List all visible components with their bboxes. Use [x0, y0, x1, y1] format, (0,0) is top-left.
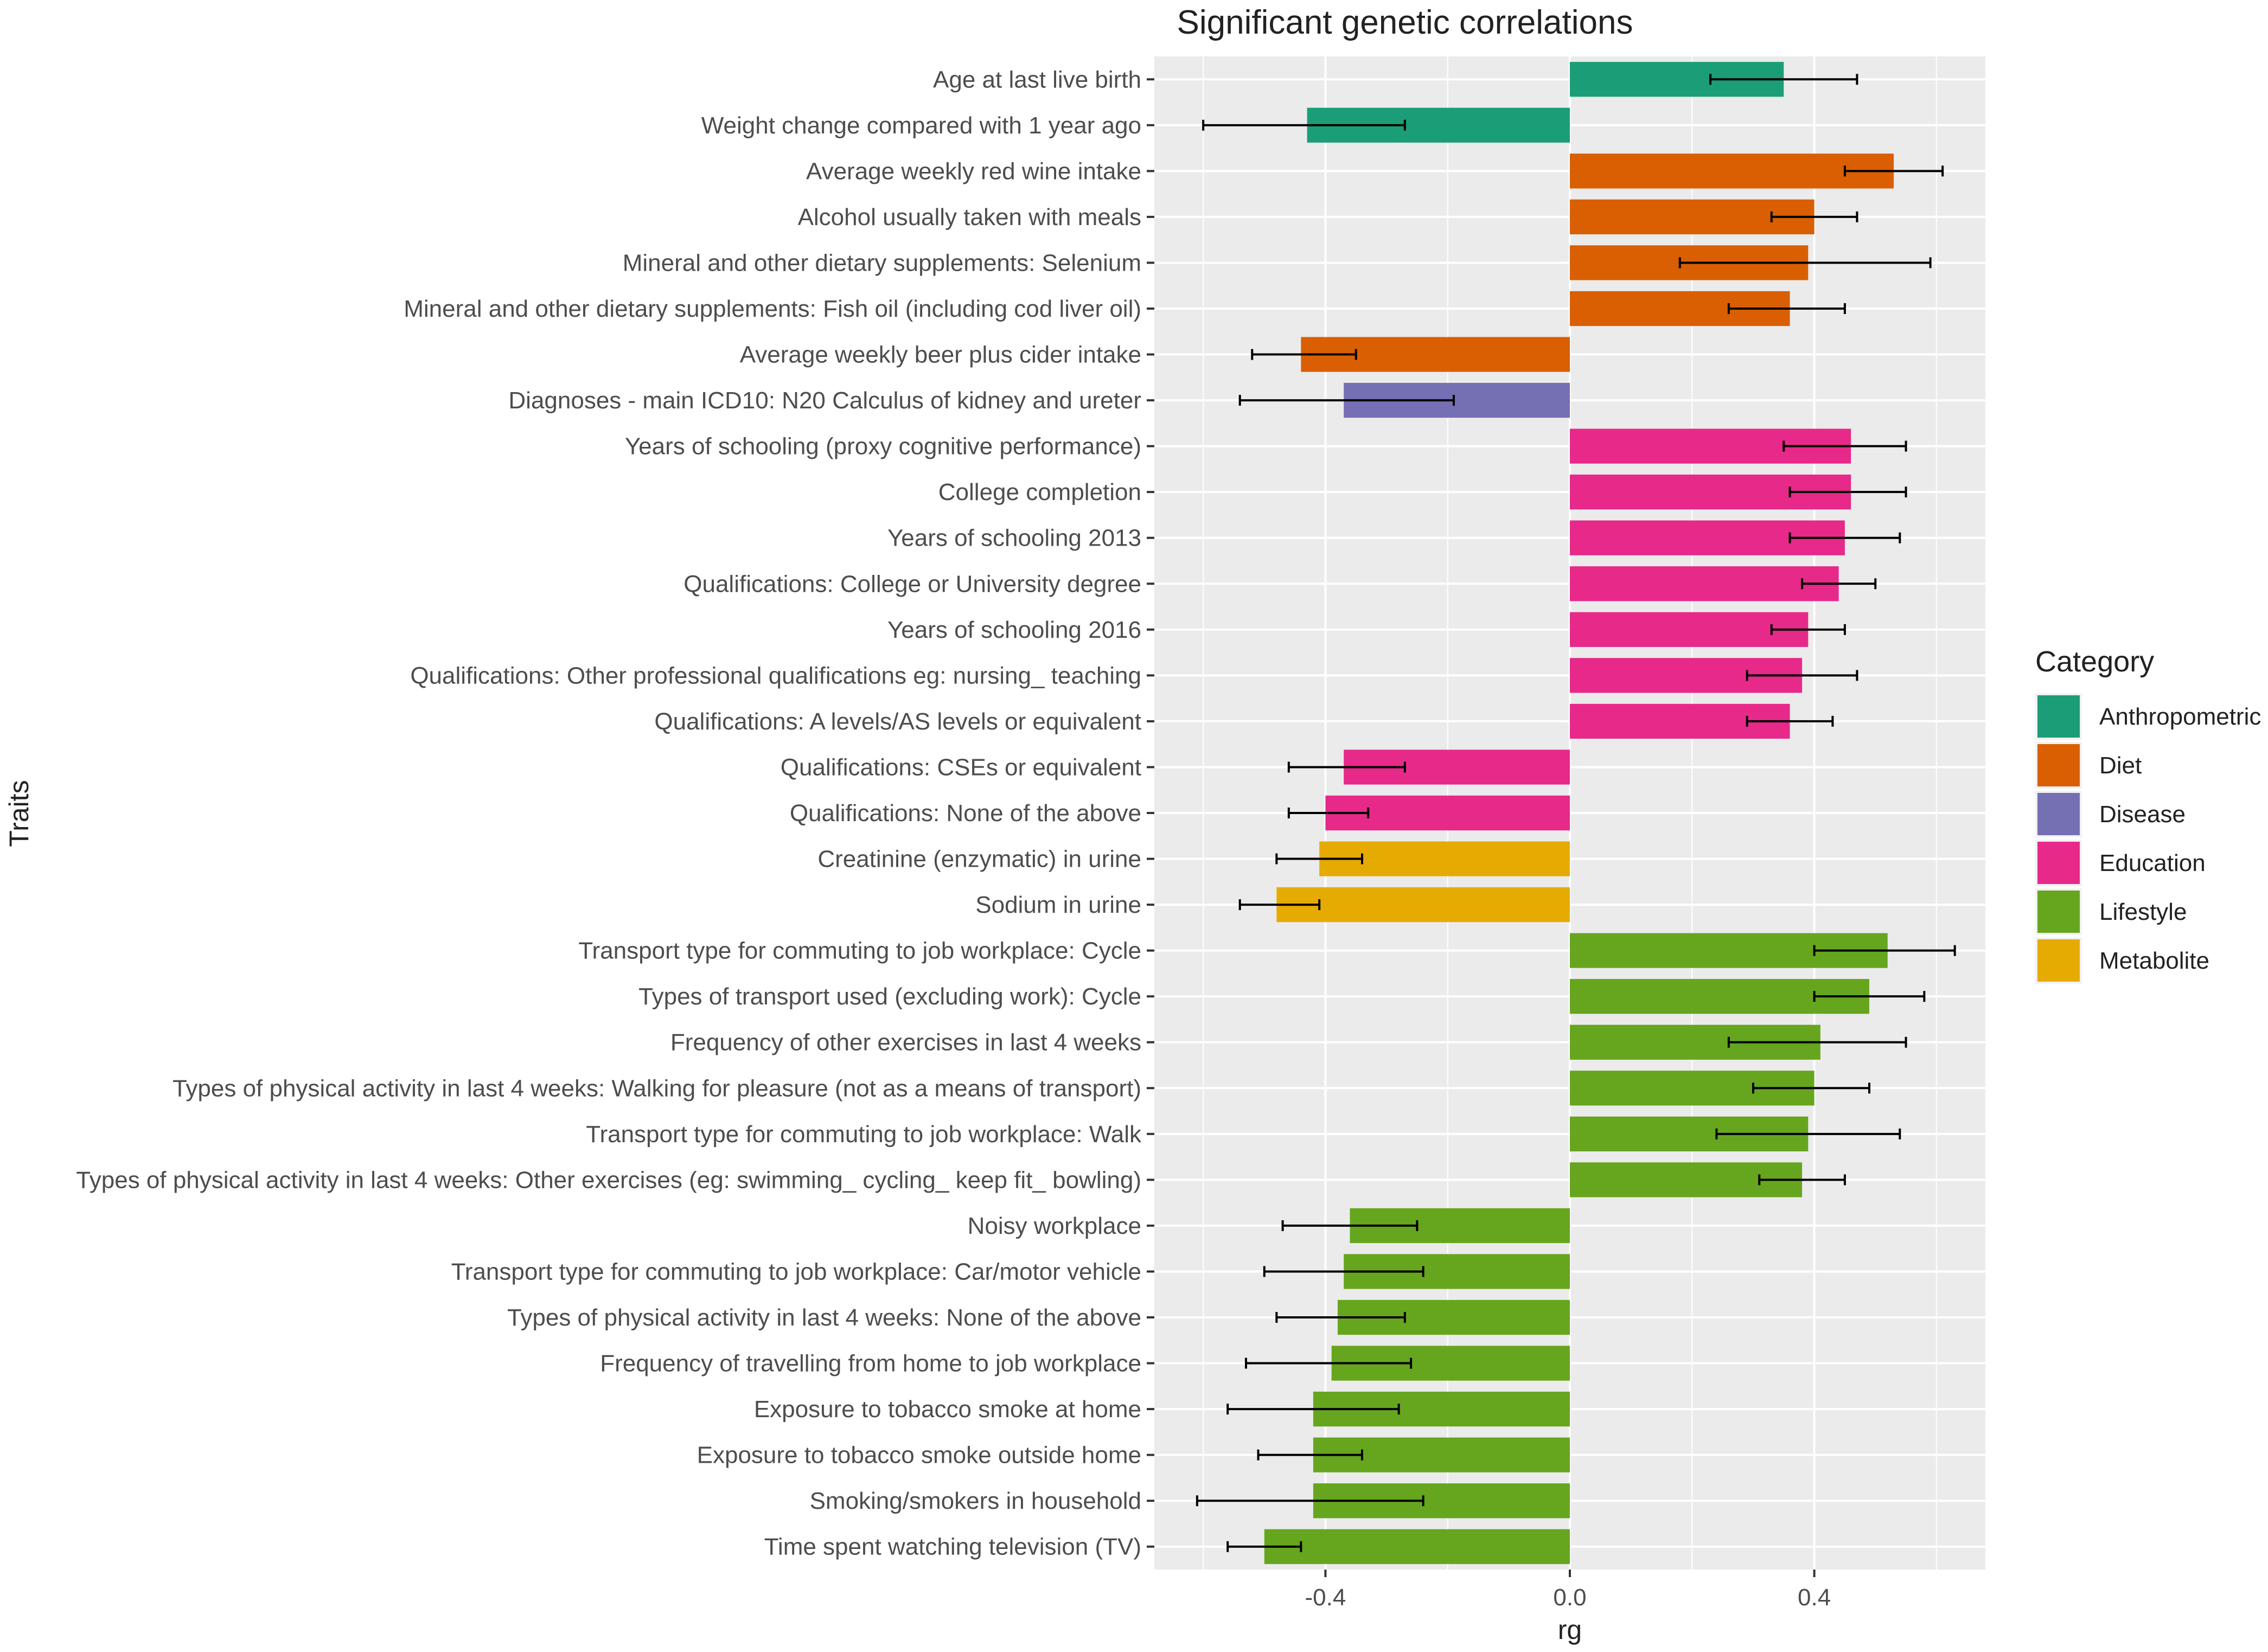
error-bar [1788, 486, 1907, 498]
trait-label: Types of physical activity in last 4 wee… [507, 1304, 1141, 1331]
bar [1570, 612, 1809, 647]
error-bar [1251, 349, 1357, 360]
trait-label: Years of schooling 2013 [887, 525, 1141, 552]
trait-label: Qualifications: College or University de… [683, 571, 1141, 597]
trait-label: Smoking/smokers in household [810, 1488, 1141, 1514]
trait-label: Average weekly beer plus cider intake [740, 342, 1141, 368]
chart-title: Significant genetic correlations [1177, 4, 1633, 41]
trait-label: Age at last live birth [933, 66, 1141, 93]
error-bar [1813, 945, 1956, 956]
error-bar [1257, 1449, 1363, 1461]
legend-swatch [2037, 744, 2080, 786]
trait-label: Qualifications: A levels/AS levels or eq… [654, 708, 1141, 735]
legend-label: Disease [2099, 801, 2186, 828]
trait-label: Noisy workplace [968, 1213, 1141, 1239]
trait-label: Exposure to tobacco smoke at home [754, 1396, 1141, 1423]
error-bar [1281, 1220, 1419, 1231]
bar [1570, 153, 1894, 189]
bars-layer [1264, 62, 1894, 1564]
error-bar [1226, 1541, 1302, 1552]
legend-swatch [2037, 695, 2080, 738]
trait-label: Exposure to tobacco smoke outside home [697, 1442, 1141, 1469]
error-bar [1287, 808, 1370, 818]
trait-label: Alcohol usually taken with meals [798, 204, 1141, 230]
error-bar [1727, 1036, 1907, 1048]
error-bar [1244, 1358, 1413, 1369]
error-bar [1275, 1312, 1406, 1323]
trait-label: Qualifications: CSEs or equivalent [781, 754, 1141, 780]
errorbar-layer [1196, 74, 1956, 1552]
error-bar [1238, 395, 1455, 406]
legend-swatch [2037, 842, 2080, 884]
trait-label: Frequency of travelling from home to job… [600, 1350, 1141, 1377]
error-bar [1709, 74, 1858, 85]
trait-label: Frequency of other exercises in last 4 w… [670, 1029, 1141, 1056]
legend-label: Lifestyle [2099, 899, 2187, 925]
error-bar [1287, 761, 1406, 773]
x-tick-label: -0.4 [1305, 1584, 1346, 1611]
error-bar [1813, 991, 1926, 1002]
legend-label: Education [2099, 850, 2206, 876]
bar [1264, 1529, 1570, 1564]
error-bar [1202, 119, 1406, 131]
error-bar [1788, 532, 1901, 543]
x-tick-label: 0.4 [1798, 1584, 1831, 1611]
trait-label: College completion [938, 479, 1141, 505]
error-bar [1801, 578, 1877, 590]
error-bar [1770, 624, 1846, 635]
legend: Category Anthropometric Diet Disease Educat… [2035, 645, 2261, 984]
trait-label: Mineral and other dietary supplements: F… [404, 296, 1141, 322]
error-bar [1226, 1404, 1400, 1415]
error-bar [1843, 165, 1944, 177]
x-tick-label: 0.0 [1553, 1584, 1586, 1611]
trait-label: Transport type for commuting to job work… [578, 938, 1141, 964]
trait-label: Years of schooling (proxy cognitive perf… [625, 433, 1141, 460]
trait-label: Qualifications: None of the above [790, 800, 1141, 827]
bar [1570, 566, 1839, 601]
error-bar [1783, 440, 1907, 452]
error-bar [1746, 715, 1834, 727]
error-bar [1746, 670, 1858, 681]
y-axis-title: Traits [4, 780, 34, 847]
error-bar [1678, 257, 1932, 268]
trait-label: Types of physical activity in last 4 wee… [76, 1167, 1141, 1193]
legend-swatch [2037, 939, 2080, 982]
error-bar [1238, 899, 1321, 911]
legend-label: Anthropometric [2099, 703, 2261, 730]
trait-label: Transport type for commuting to job work… [451, 1258, 1141, 1285]
legend-label: Diet [2099, 752, 2142, 779]
trait-label: Creatinine (enzymatic) in urine [817, 846, 1141, 873]
trait-label: Weight change compared with 1 year ago [701, 112, 1141, 139]
trait-label: Sodium in urine [975, 892, 1141, 918]
trait-labels: Age at last live birth Weight change comp… [76, 66, 1154, 1560]
error-bar [1263, 1266, 1424, 1277]
trait-label: Years of schooling 2016 [887, 617, 1141, 643]
legend-swatch [2037, 793, 2080, 835]
x-axis-title: rg [1558, 1615, 1582, 1645]
error-bar [1758, 1174, 1846, 1186]
legend-swatch [2037, 891, 2080, 933]
error-bar [1727, 303, 1846, 314]
trait-label: Types of physical activity in last 4 wee… [173, 1075, 1141, 1102]
trait-label: Transport type for commuting to job work… [586, 1121, 1142, 1148]
error-bar [1275, 853, 1363, 865]
legend-label: Metabolite [2099, 947, 2209, 974]
x-axis: -0.4 0.0 0.4 [1305, 1570, 1831, 1611]
trait-label: Time spent watching television (TV) [764, 1534, 1141, 1560]
trait-label: Diagnoses - main ICD10: N20 Calculus of … [508, 387, 1141, 414]
trait-label: Qualifications: Other professional quali… [410, 662, 1141, 689]
trait-label: Mineral and other dietary supplements: S… [623, 249, 1141, 276]
legend-title: Category [2035, 645, 2154, 678]
error-bar [1715, 1128, 1901, 1139]
trait-label: Average weekly red wine intake [806, 158, 1141, 184]
error-bar [1752, 1083, 1870, 1094]
error-bar [1196, 1495, 1424, 1507]
error-bar [1770, 211, 1858, 222]
bar [1276, 887, 1570, 923]
trait-label: Types of transport used (excluding work)… [638, 983, 1141, 1010]
legend-items: Anthropometric Diet Disease Education Lifest… [2035, 693, 2261, 984]
